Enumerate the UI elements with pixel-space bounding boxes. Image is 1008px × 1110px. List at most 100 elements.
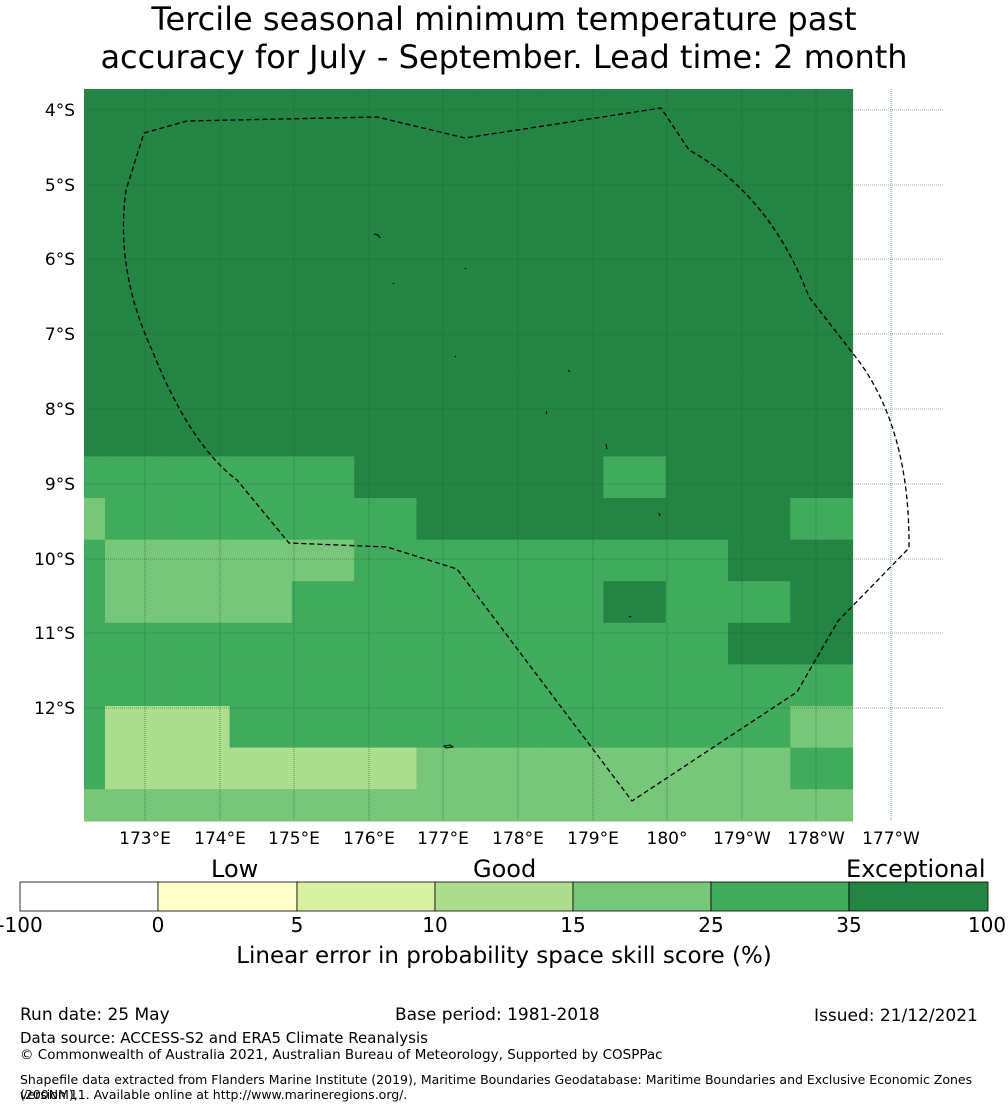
grid-cell	[167, 664, 231, 707]
grid-cell	[541, 498, 604, 541]
grid-cell	[291, 414, 355, 457]
colorbar-category-good: Good	[473, 855, 537, 883]
grid-cell	[354, 248, 417, 291]
grid-cell	[229, 789, 293, 822]
grid-cell	[354, 165, 417, 208]
grid-cell	[291, 248, 355, 291]
grid-cell	[416, 248, 480, 291]
grid-cell	[728, 206, 791, 249]
grid-cell	[105, 789, 168, 822]
grid-cell	[84, 622, 106, 665]
grid-cell	[84, 290, 106, 333]
grid-cell	[229, 373, 293, 416]
lon-label: 179°E	[567, 829, 619, 849]
grid-cell	[167, 414, 231, 457]
grid-cell	[354, 89, 417, 125]
grid-cell	[229, 414, 293, 457]
grid-cell	[416, 331, 480, 374]
grid-cell	[478, 747, 542, 790]
grid-cell	[167, 331, 231, 374]
grid-cell	[105, 165, 168, 208]
grid-cell	[665, 789, 729, 822]
grid-cell	[790, 539, 854, 582]
lon-label: 178°W	[787, 829, 845, 849]
lat-label: 7°S	[45, 325, 75, 345]
lat-label: 6°S	[45, 250, 75, 270]
grid-cell	[603, 664, 667, 707]
grid-cell	[728, 89, 791, 125]
colorbar-tick: 5	[290, 913, 304, 937]
grid-cell	[354, 539, 417, 582]
grid-cell	[790, 664, 854, 707]
grid-cell	[478, 373, 542, 416]
grid-cell	[167, 747, 231, 790]
grid-cell	[603, 414, 667, 457]
grid-cell	[84, 498, 106, 541]
data-source: Data source: ACCESS-S2 and ERA5 Climate …	[20, 1029, 428, 1047]
colorbar-swatch	[19, 881, 159, 912]
grid-cell	[291, 747, 355, 790]
grid-cell	[291, 498, 355, 541]
colorbar	[19, 881, 989, 912]
grid-cell	[354, 456, 417, 499]
title-line-2: accuracy for July - September. Lead time…	[100, 38, 908, 76]
grid-cell	[167, 165, 231, 208]
grid-cell	[603, 373, 667, 416]
grid-cell	[603, 498, 667, 541]
grid-cell	[665, 664, 729, 707]
grid-cell	[416, 89, 480, 125]
grid-cell	[416, 165, 480, 208]
grid-cell	[478, 581, 542, 624]
lat-label: 10°S	[34, 550, 75, 570]
eez-boundary	[122, 107, 910, 802]
grid-cell	[541, 123, 604, 166]
colorbar-category-exceptional: Exceptional	[846, 855, 986, 883]
grid-cell	[728, 706, 791, 749]
lon-label: 176°E	[343, 829, 395, 849]
grid-cell	[167, 456, 231, 499]
grid-cell	[291, 539, 355, 582]
grid-cell	[728, 789, 791, 822]
grid-cell	[354, 331, 417, 374]
grid-cell	[603, 581, 667, 624]
grid-cell	[105, 622, 168, 665]
grid-cell	[416, 706, 480, 749]
grid-cell	[541, 373, 604, 416]
grid-cell	[728, 290, 791, 333]
grid-cell	[105, 456, 168, 499]
grid-cell	[478, 706, 542, 749]
grid-cell	[541, 414, 604, 457]
grid-cell	[291, 290, 355, 333]
lon-label: 180°	[647, 829, 688, 849]
grid-cell	[105, 581, 168, 624]
grid-cell	[728, 539, 791, 582]
lon-label: 178°E	[492, 829, 544, 849]
grid-cell	[105, 89, 168, 125]
grid-cell	[105, 539, 168, 582]
grid-cell	[790, 165, 854, 208]
run-date: Run date: 25 May	[20, 1005, 170, 1025]
grid-cell	[416, 123, 480, 166]
grid-cell	[105, 206, 168, 249]
grid-cell	[790, 331, 854, 374]
grid-cell	[728, 581, 791, 624]
grid-cell	[665, 373, 729, 416]
grid-cell	[167, 539, 231, 582]
colorbar-swatch	[434, 881, 574, 912]
colorbar-swatch	[157, 881, 298, 912]
lon-label: 175°E	[268, 829, 320, 849]
grid-cell	[665, 706, 729, 749]
grid-cell	[541, 581, 604, 624]
grid-cell	[478, 414, 542, 457]
grid-cell	[665, 747, 729, 790]
map-gridlines	[84, 89, 944, 821]
grid-cell	[790, 706, 854, 749]
grid-cell	[603, 747, 667, 790]
grid-cell	[416, 414, 480, 457]
grid-cell	[665, 89, 729, 125]
grid-cell	[167, 89, 231, 125]
grid-cell	[478, 498, 542, 541]
grid-cell	[84, 706, 106, 749]
grid-cell	[603, 165, 667, 208]
grid-cell	[665, 498, 729, 541]
